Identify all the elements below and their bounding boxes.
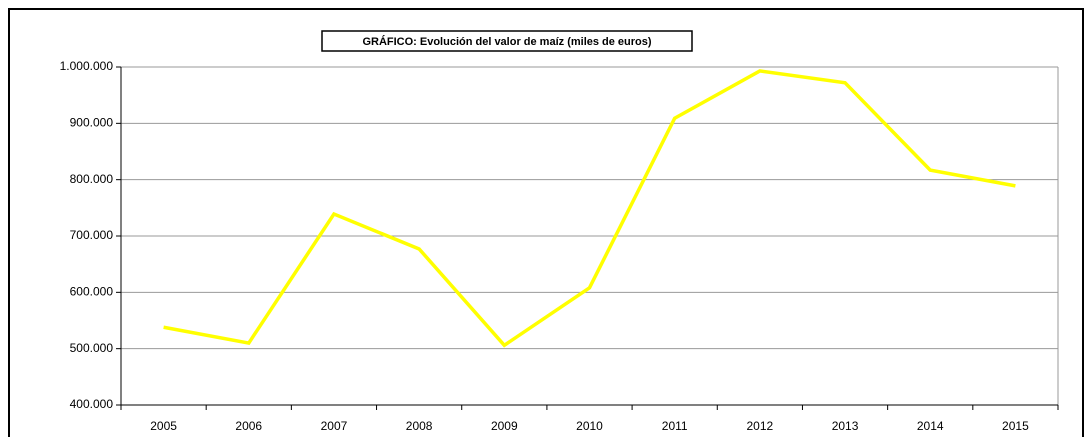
chart-frame (8, 8, 1084, 437)
x-tick-label: 2015 (1002, 419, 1029, 433)
x-tick-label: 2010 (576, 419, 603, 433)
chart-title: GRÁFICO: Evolución del valor de maíz (mi… (362, 35, 651, 48)
y-tick-label: 800.000 (70, 172, 114, 186)
x-tick-label: 2007 (321, 419, 348, 433)
y-tick-label: 700.000 (70, 228, 114, 242)
y-tick-label: 500.000 (70, 341, 114, 355)
y-tick-label: 400.000 (70, 397, 114, 411)
x-tick-label: 2005 (150, 419, 177, 433)
x-tick-label: 2014 (917, 419, 944, 433)
x-tick-label: 2011 (662, 419, 688, 433)
x-tick-label: 2006 (235, 419, 262, 433)
x-tick-label: 2012 (747, 419, 774, 433)
line-series (163, 69, 1016, 348)
title-box (321, 30, 693, 52)
x-tick-label: 2008 (406, 419, 433, 433)
y-tick-label: 1.000.000 (60, 59, 114, 73)
y-tick-label: 600.000 (70, 285, 114, 299)
x-tick-label: 2013 (832, 419, 859, 433)
y-tick-label: 900.000 (70, 116, 114, 130)
x-tick-label: 2009 (491, 419, 518, 433)
